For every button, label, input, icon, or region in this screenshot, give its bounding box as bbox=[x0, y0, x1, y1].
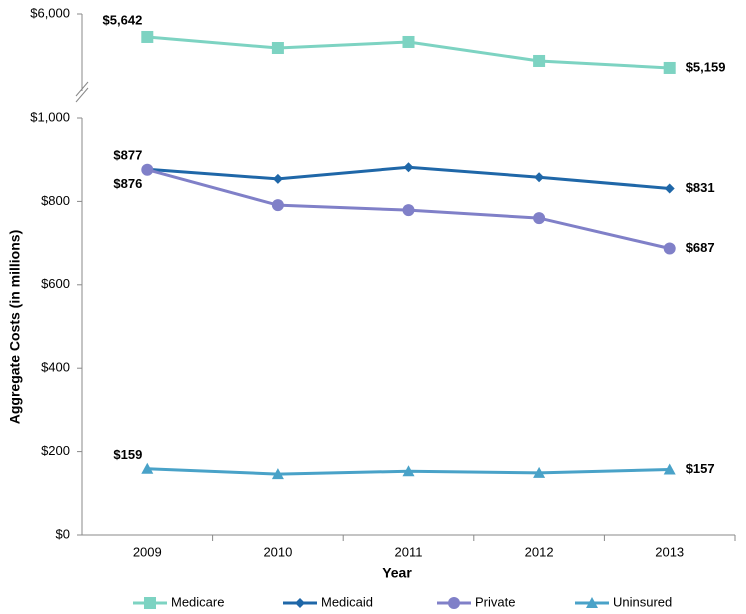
legend-label: Uninsured bbox=[613, 594, 672, 609]
x-tick-label: 2010 bbox=[263, 544, 292, 559]
marker bbox=[664, 183, 675, 194]
y-tick-label: $6,000 bbox=[30, 5, 70, 20]
marker bbox=[271, 199, 284, 212]
y-axis-title: Aggregate Costs (in millions) bbox=[7, 230, 23, 424]
data-label: $831 bbox=[686, 180, 715, 195]
data-label: $159 bbox=[113, 447, 142, 462]
marker bbox=[141, 163, 154, 176]
marker bbox=[141, 462, 154, 474]
x-tick-label: 2012 bbox=[525, 544, 554, 559]
y-tick-label: $0 bbox=[56, 526, 70, 541]
marker bbox=[533, 212, 546, 225]
marker bbox=[295, 598, 305, 608]
y-tick-label: $200 bbox=[41, 443, 70, 458]
marker bbox=[271, 468, 284, 480]
data-label: $5,159 bbox=[686, 59, 726, 74]
data-label: $877 bbox=[113, 148, 142, 163]
marker bbox=[533, 54, 546, 67]
y-tick-label: $400 bbox=[41, 360, 70, 375]
marker bbox=[403, 162, 414, 173]
marker bbox=[402, 204, 415, 217]
marker bbox=[271, 42, 284, 55]
data-label: $5,642 bbox=[103, 12, 143, 27]
marker bbox=[402, 465, 415, 477]
marker bbox=[144, 597, 156, 609]
data-label: $687 bbox=[686, 240, 715, 255]
x-tick-label: 2011 bbox=[395, 544, 423, 559]
marker bbox=[663, 463, 676, 475]
marker bbox=[663, 61, 676, 74]
axis-break bbox=[75, 87, 89, 103]
legend-label: Private bbox=[475, 594, 515, 609]
marker bbox=[534, 172, 545, 183]
y-tick-label: $600 bbox=[41, 276, 70, 291]
marker bbox=[272, 173, 283, 184]
marker bbox=[402, 35, 415, 48]
y-tick-label: $1,000 bbox=[30, 109, 70, 124]
data-label: $157 bbox=[686, 461, 715, 476]
x-tick-label: 2009 bbox=[133, 544, 162, 559]
marker bbox=[586, 597, 598, 608]
data-label: $876 bbox=[113, 176, 142, 191]
marker bbox=[533, 466, 546, 478]
marker bbox=[448, 597, 460, 609]
marker bbox=[663, 242, 676, 255]
y-tick-label: $800 bbox=[41, 193, 70, 208]
x-axis-title: Year bbox=[382, 565, 412, 581]
x-tick-label: 2013 bbox=[655, 544, 684, 559]
marker bbox=[141, 30, 154, 43]
legend-label: Medicare bbox=[171, 594, 224, 609]
legend-label: Medicaid bbox=[321, 594, 373, 609]
